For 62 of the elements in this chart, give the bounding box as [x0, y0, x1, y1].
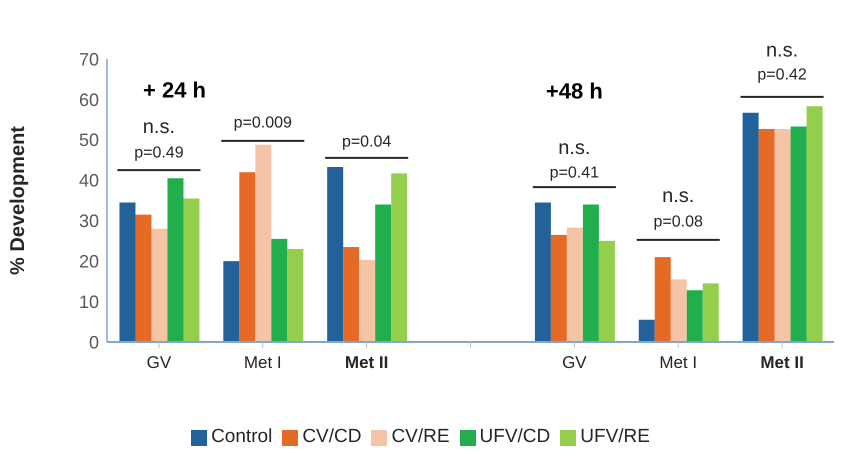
bar: [391, 173, 408, 342]
bar: [742, 112, 759, 342]
bar: [239, 172, 256, 342]
bar: [686, 290, 703, 342]
bar: [119, 202, 136, 342]
bar: [223, 261, 240, 342]
bar: [774, 128, 791, 342]
legend-label: UFV/CD: [480, 426, 550, 447]
annotation: n.s.: [766, 39, 798, 62]
annotation: p=0.08: [654, 213, 704, 230]
x-tick-label: GV: [562, 353, 588, 372]
bar: [255, 144, 272, 342]
bar: [135, 214, 152, 342]
legend-label: CV/CD: [302, 426, 362, 447]
x-tick-label: GV: [146, 353, 172, 372]
bar: [654, 257, 671, 342]
annotation: +48 h: [546, 78, 603, 104]
legend-label: UFV/RE: [580, 426, 650, 447]
bar: [806, 106, 823, 342]
bar: [167, 178, 184, 342]
annotation: p=0.42: [757, 66, 807, 84]
y-tick-label: 70: [78, 49, 99, 70]
annotation: p=0.49: [134, 144, 184, 162]
annotation: p=0.04: [342, 133, 392, 150]
legend-label: Control: [211, 426, 272, 447]
bar: [670, 279, 687, 342]
legend-label: CV/RE: [391, 426, 450, 447]
y-tick-label: 40: [78, 170, 99, 191]
bar: [550, 234, 567, 342]
bar: [598, 240, 615, 342]
annotation: + 24 h: [143, 77, 206, 102]
bar: [359, 260, 376, 342]
annotation: p=0.41: [550, 164, 600, 182]
x-tick-label: Met II: [760, 353, 804, 372]
x-tick-label: Met I: [659, 353, 698, 372]
bar: [287, 249, 304, 342]
bar: [183, 198, 200, 342]
bar: [343, 246, 360, 342]
bar: [271, 238, 288, 342]
bar: [566, 228, 583, 342]
bar: [375, 204, 392, 342]
annotation: n.s.: [142, 116, 176, 138]
y-tick-label: 0: [88, 332, 99, 352]
y-tick-label: 10: [78, 292, 99, 312]
bar: [638, 320, 655, 342]
bar: [151, 228, 168, 342]
y-axis-title: % Development: [7, 126, 30, 275]
x-tick-label: Met I: [244, 353, 282, 372]
bar: [790, 126, 807, 342]
y-tick-label: 60: [78, 90, 99, 110]
bar: [702, 283, 719, 342]
x-tick-label: Met II: [344, 353, 388, 372]
annotation: n.s.: [662, 184, 694, 207]
bar: [534, 202, 551, 342]
annotation: n.s.: [558, 136, 590, 159]
y-tick-label: 30: [78, 211, 99, 232]
y-tick-label: 50: [78, 130, 99, 150]
bar: [327, 166, 344, 342]
annotation: p=0.009: [234, 114, 292, 132]
bar: [582, 204, 599, 342]
y-tick-label: 20: [78, 252, 99, 272]
bar: [758, 128, 775, 342]
